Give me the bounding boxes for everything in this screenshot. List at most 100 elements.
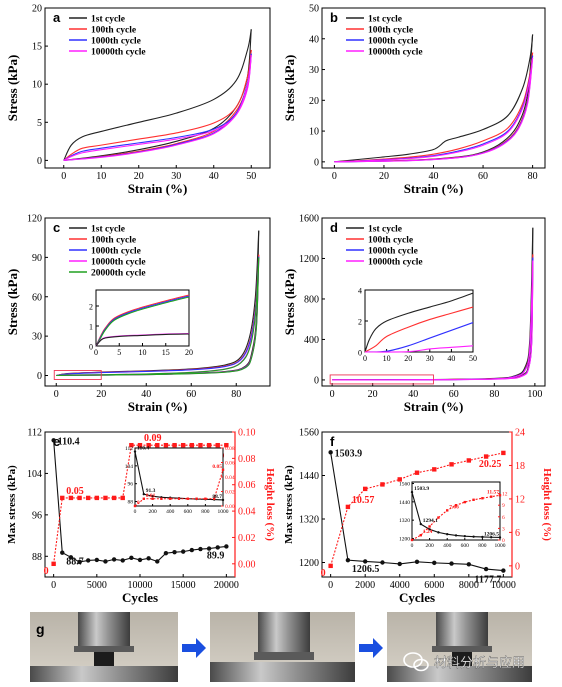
y-tick-label: 0 — [358, 349, 362, 358]
data-point — [483, 566, 489, 572]
data-point — [410, 490, 414, 494]
x-tick-label: 40 — [408, 389, 418, 400]
y2-tick-label: 0.06 — [238, 480, 256, 491]
data-point — [483, 454, 489, 459]
y2-tick-label: 0.04 — [238, 507, 256, 518]
inset-series-line — [95, 333, 190, 347]
x-tick-label: 40 — [141, 389, 151, 400]
y-axis-label: Stress (kPa) — [282, 269, 297, 336]
legend-entry: 1000th cycle — [91, 247, 141, 257]
data-point — [51, 438, 56, 443]
data-point — [466, 458, 472, 463]
data-point — [206, 442, 212, 448]
x-tick-label: 50 — [469, 354, 477, 363]
y-tick-label: 15 — [32, 42, 42, 53]
legend-entry: 1st cycle — [91, 225, 125, 235]
y-tick-label: 1200 — [299, 254, 319, 265]
data-label: 1206.5 — [484, 531, 499, 537]
x-tick-label: 5000 — [87, 580, 107, 591]
data-point — [85, 495, 91, 501]
data-point — [490, 495, 493, 498]
x-tick-label: 800 — [478, 543, 487, 549]
data-point — [189, 442, 195, 448]
series-line-unload — [56, 257, 260, 377]
data-point — [410, 538, 414, 542]
y-tick-label: 40 — [309, 34, 319, 45]
wechat-icon — [403, 652, 429, 672]
data-label: 0 — [44, 566, 49, 577]
inset-series-line — [364, 345, 474, 353]
x-tick-label: 200 — [425, 543, 434, 549]
series-line-unload — [332, 260, 534, 381]
y2-tick-label: 24 — [515, 428, 525, 439]
series-line-load — [56, 256, 260, 377]
y-tick-label: 90 — [32, 253, 42, 264]
data-point — [94, 495, 100, 501]
y-tick-label: 0 — [314, 157, 319, 168]
data-point — [180, 442, 186, 448]
data-point — [481, 535, 484, 539]
data-point — [180, 549, 186, 554]
data-point — [137, 557, 143, 563]
data-point — [198, 442, 203, 448]
series-line-load — [334, 57, 534, 163]
panel-label: a — [53, 10, 61, 25]
data-label: 0.09 — [144, 433, 162, 444]
series-line-load — [63, 49, 252, 161]
data-label: 0.05 — [212, 464, 222, 470]
plot-frame — [44, 217, 271, 387]
watermark-text: 材料分析与应用 — [434, 655, 525, 671]
y-tick-label: 60 — [32, 292, 42, 303]
x-tick-label: 10 — [139, 348, 147, 357]
y2-tick-label: 6 — [502, 515, 505, 521]
x-tick-label: 60 — [449, 389, 459, 400]
data-label: 0 — [137, 500, 140, 506]
data-label: 88.7 — [212, 494, 222, 500]
y-tick-label: 30 — [32, 332, 42, 343]
data-point — [94, 557, 100, 563]
y-tick-label: 5 — [37, 118, 42, 129]
y-tick-label: 1320 — [399, 518, 410, 524]
photo-compressed — [210, 612, 355, 682]
y-tick-label: 1320 — [299, 515, 319, 526]
data-point — [146, 442, 151, 448]
series-line-unload — [334, 55, 534, 163]
inset-chart: 0 5 10 15 20 0 1 2 — [89, 289, 193, 357]
data-label: 1.24 — [423, 529, 433, 535]
inset-series-line — [95, 296, 190, 347]
x-tick-label: 0 — [54, 389, 59, 400]
data-point — [163, 550, 169, 556]
inset-series-line — [364, 306, 474, 353]
x-tick-label: 2000 — [355, 580, 375, 591]
y2-tick-label: 0.02 — [225, 490, 235, 496]
y2-tick-label: 12 — [515, 494, 525, 505]
data-point — [472, 498, 475, 501]
legend-entry: 10000th cycle — [91, 48, 146, 58]
data-point — [446, 509, 449, 512]
inset-chart: 0 200 400 600 800 100088961041120.000.020.040… — [125, 446, 235, 515]
data-point — [198, 546, 203, 552]
y2-tick-label: 12 — [502, 492, 508, 498]
inset-series-line — [364, 292, 474, 353]
x-tick-label: 1000 — [495, 543, 506, 549]
data-point — [437, 516, 440, 519]
y-tick-label: 1600 — [299, 214, 319, 225]
x-tick-label: 60 — [478, 171, 488, 182]
series-line-unload — [334, 57, 534, 163]
panel-label: e — [53, 434, 60, 449]
y2-tick-label: 0.04 — [225, 475, 235, 481]
chart-panel-a: 0 10 20 30 40 50 0 5 10 15 20 a Strain (%) Stress (kP… — [5, 4, 271, 196]
data-point — [120, 495, 125, 501]
x-tick-label: 0 — [332, 171, 337, 182]
data-point — [85, 558, 91, 563]
data-label: 0 — [321, 568, 326, 579]
data-point — [362, 486, 368, 492]
y2-tick-label: 0.00 — [238, 559, 256, 570]
data-point — [120, 558, 125, 563]
data-point — [163, 442, 169, 448]
data-label: 88.7 — [66, 557, 84, 568]
inset-chart: 0 10 20 30 40 50 0 2 4 — [358, 287, 477, 364]
data-point — [380, 482, 385, 487]
